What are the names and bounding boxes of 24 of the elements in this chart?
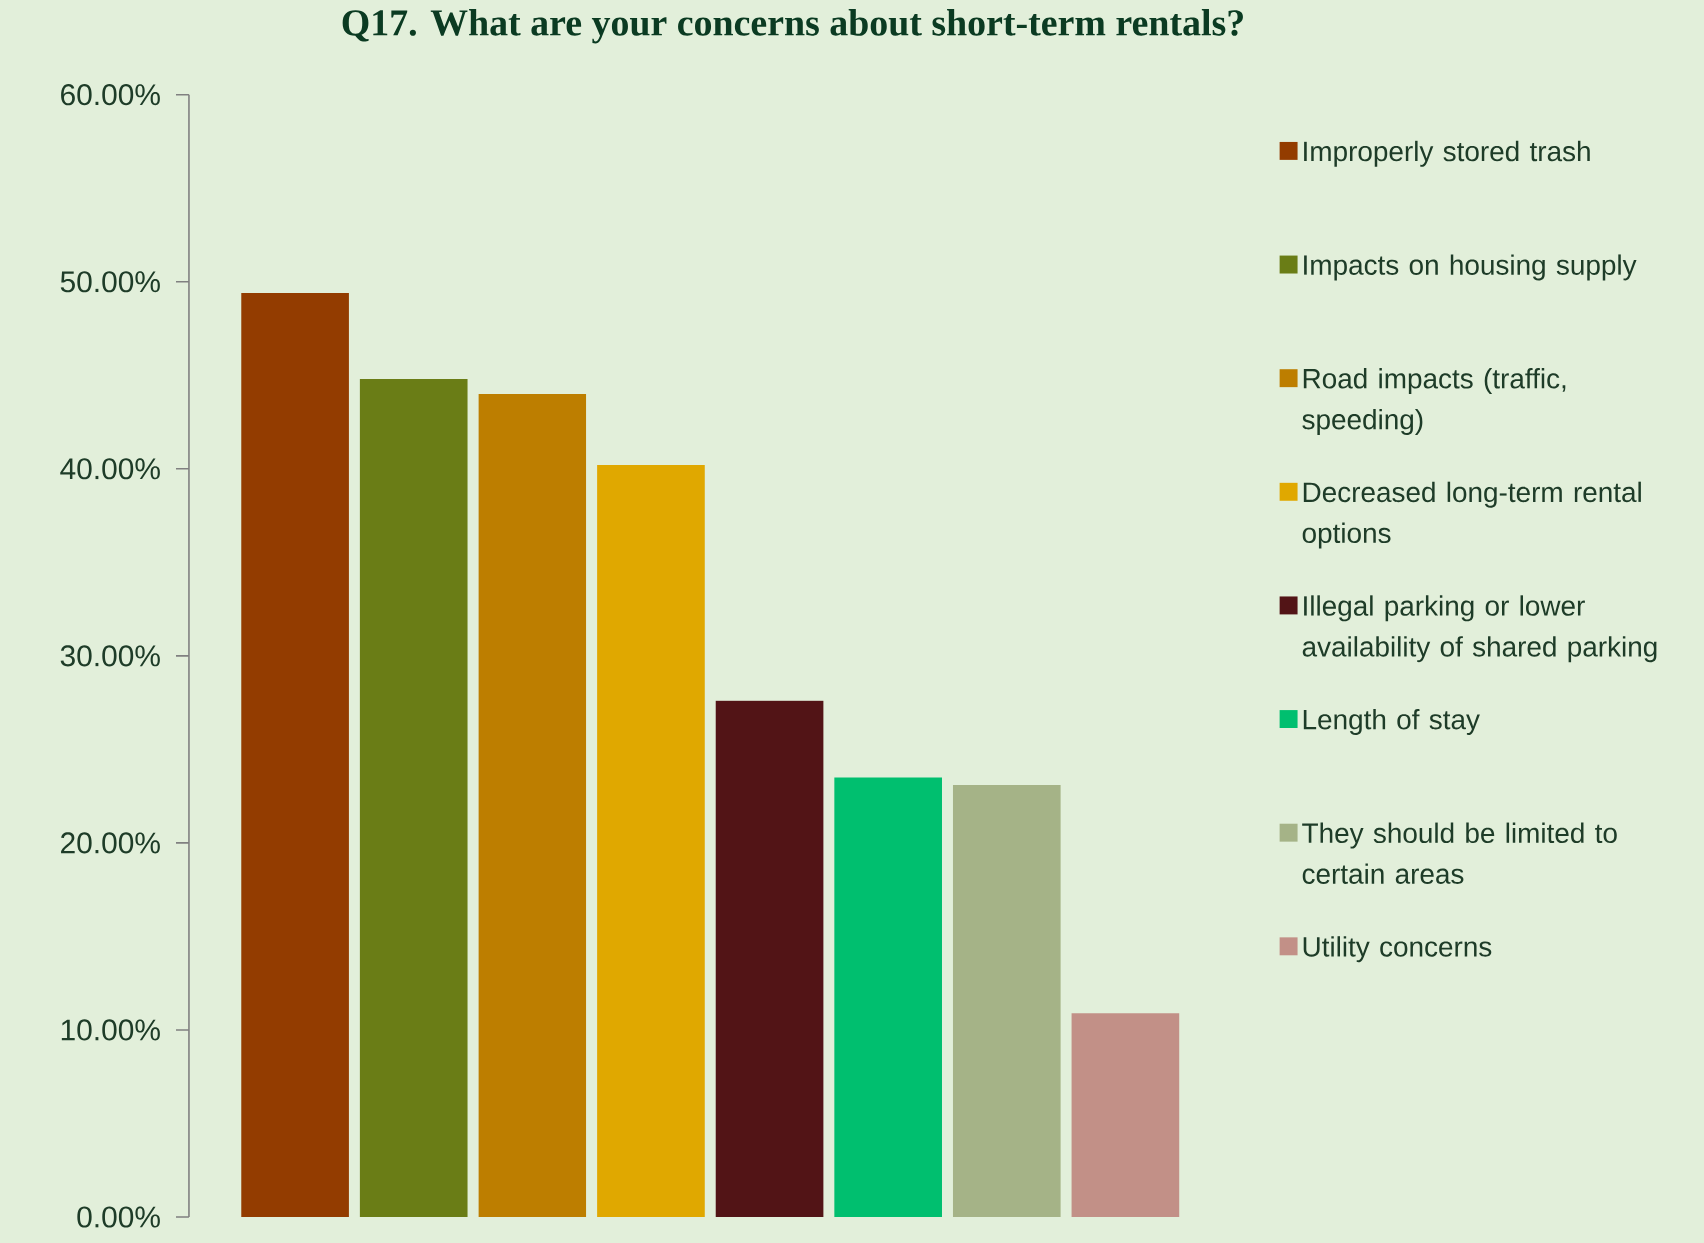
y-tick-label: 0.00% [77, 1206, 160, 1228]
bar [1071, 1013, 1180, 1218]
bar [834, 777, 942, 1218]
legend-label: Improperly stored trash [1304, 140, 1590, 167]
y-tick-label: 60.00% [61, 84, 160, 106]
legend-label: They should be limited to certain areas [1302, 822, 1617, 884]
y-tick-label: 20.00% [61, 832, 160, 854]
chart-title: Q17. What are your concerns about short-term rentals? [342, 9, 1243, 44]
legend-label: Road impacts (traffic, speeding) [1302, 368, 1566, 435]
legend-label: Decreased long-term rental options [1302, 481, 1641, 549]
bar [478, 394, 587, 1218]
bar [359, 379, 468, 1218]
y-tick-label: 30.00% [60, 645, 160, 667]
legend-label: Length of stay [1303, 708, 1480, 735]
legend-label: Impacts on housing supply [1304, 254, 1637, 281]
bar [715, 700, 824, 1218]
legend-label: Utility concerns [1303, 936, 1492, 963]
bar [241, 292, 349, 1218]
legend-label: Illegal parking or lower availability of shared parking [1302, 595, 1657, 663]
y-tick-label: 10.00% [61, 1019, 160, 1041]
y-tick-label: 50.00% [60, 271, 160, 293]
bar [597, 465, 705, 1218]
bar [952, 784, 1061, 1218]
y-tick-label: 40.00% [60, 458, 160, 480]
